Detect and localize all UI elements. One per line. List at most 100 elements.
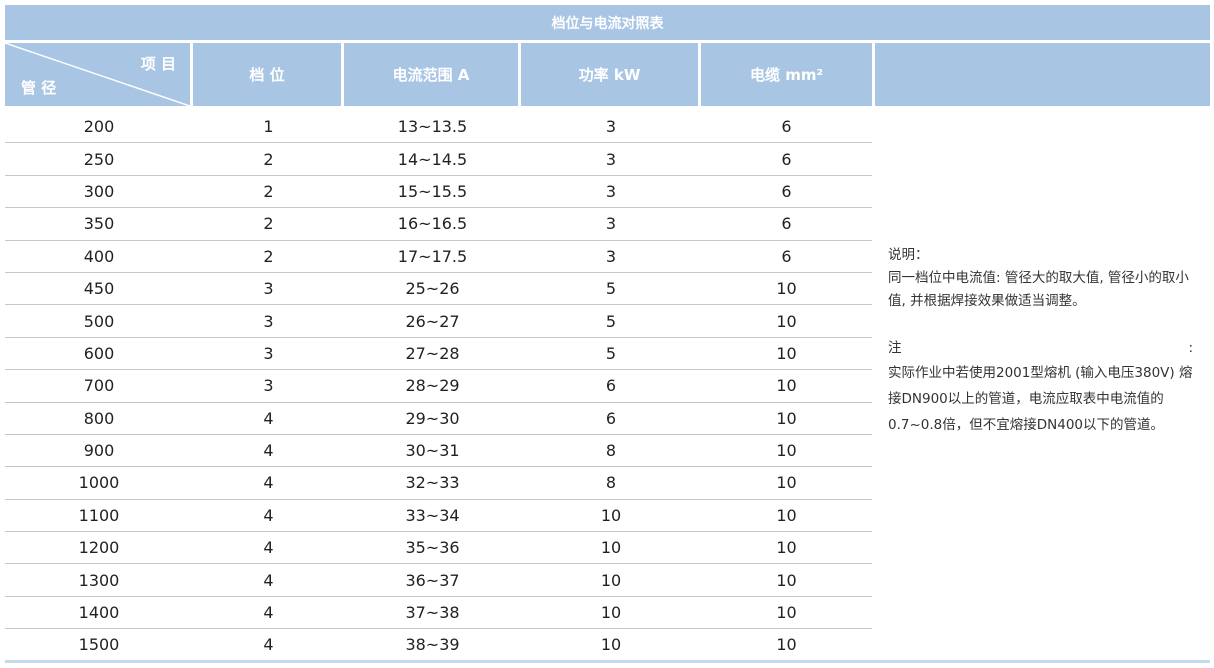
table-cell: 10	[776, 311, 797, 331]
table-cell: 26~27	[405, 311, 460, 331]
table-cell: 10	[776, 441, 797, 461]
table-body: 200 1 13~13.5 3 6 250 2 14~14.5 3 6 300 2 15~15.5 3 6 3…	[5, 111, 872, 662]
table-cell: 4	[263, 505, 274, 525]
table-cell: 600	[83, 343, 115, 363]
note-text: 实际作业中若使用2001型熔机 (输入电压380V) 熔接DN900以上的管道，…	[888, 365, 1193, 433]
table-row: 1200 4 35~36 10 10	[5, 532, 872, 565]
table-row: 500 3 26~27 5 10	[5, 305, 872, 338]
corner-header-diameter: 管 径	[21, 79, 57, 97]
table-cell: 250	[83, 149, 115, 169]
table-cell: 1300	[78, 570, 120, 590]
table-cell: 400	[83, 246, 115, 266]
table-cell: 10	[776, 570, 797, 590]
table-title: 档位与电流对照表	[5, 5, 1210, 40]
table-cell: 6	[605, 376, 617, 396]
table-cell: 2	[263, 149, 274, 169]
table-cell: 1000	[78, 473, 120, 493]
table-cell: 30~31	[405, 441, 460, 461]
table-cell: 4	[263, 441, 274, 461]
table-cell: 38~39	[405, 635, 460, 655]
diagonal-divider	[5, 43, 190, 106]
note-title: 注	[888, 340, 902, 356]
header-blank	[875, 43, 1210, 106]
table-cell: 3	[605, 246, 617, 266]
table-cell: 10	[776, 635, 797, 655]
corner-header-item: 项 目	[140, 55, 176, 73]
table-cell: 2	[263, 246, 274, 266]
header-cable: 电缆 mm²	[701, 43, 872, 106]
table-cell: 10	[776, 376, 797, 396]
table-cell: 6	[781, 214, 792, 234]
table-cell: 36~37	[405, 570, 460, 590]
table-cell: 10	[776, 538, 797, 558]
table-cell: 3	[605, 117, 617, 137]
table-cell: 3	[263, 343, 274, 363]
table-row: 800 4 29~30 6 10	[5, 403, 872, 435]
table-cell: 4	[263, 570, 274, 590]
header-power: 功率 kW	[521, 43, 698, 106]
table-cell: 2	[263, 214, 274, 234]
table-row: 1400 4 37~38 10 10	[5, 597, 872, 630]
table-cell: 5	[605, 311, 617, 331]
table-cell: 300	[83, 181, 115, 201]
table-cell: 5	[605, 279, 617, 299]
table-cell: 3	[263, 279, 274, 299]
table-cell: 10	[776, 603, 797, 623]
table-cell: 35~36	[405, 538, 460, 558]
bottom-border	[5, 660, 1210, 663]
table-cell: 10	[600, 538, 622, 558]
table-cell: 900	[83, 441, 115, 461]
table-cell: 5	[605, 343, 617, 363]
table-row: 1100 4 33~34 10 10	[5, 500, 872, 533]
table-row: 700 3 28~29 6 10	[5, 370, 872, 403]
table-cell: 1	[263, 117, 274, 137]
table-cell: 10	[600, 635, 622, 655]
table-row: 450 3 25~26 5 10	[5, 273, 872, 306]
header-gear: 档 位	[193, 43, 341, 106]
table-cell: 800	[83, 408, 115, 428]
table-cell: 350	[83, 214, 115, 234]
table-cell: 10	[776, 505, 797, 525]
table-cell: 17~17.5	[397, 246, 468, 266]
table-cell: 6	[781, 181, 792, 201]
table-cell: 4	[263, 473, 274, 493]
table-cell: 13~13.5	[397, 117, 468, 137]
table-cell: 33~34	[405, 505, 460, 525]
table-cell: 1400	[78, 603, 120, 623]
table-cell: 6	[781, 246, 792, 266]
table-cell: 25~26	[405, 279, 460, 299]
table-row: 200 1 13~13.5 3 6	[5, 111, 872, 144]
table-cell: 3	[605, 149, 617, 169]
table-cell: 4	[263, 408, 274, 428]
table-cell: 450	[83, 279, 115, 299]
table-cell: 10	[776, 408, 797, 428]
table-cell: 10	[776, 343, 797, 363]
table-cell: 8	[605, 441, 617, 461]
table-cell: 700	[83, 376, 115, 396]
header-current: 电流范围 A	[344, 43, 518, 106]
table-cell: 1500	[78, 635, 120, 655]
table-row: 1000 4 32~33 8 10	[5, 467, 872, 500]
table-cell: 3	[605, 214, 617, 234]
table-cell: 3	[263, 311, 274, 331]
table-row: 1500 4 38~39 10 10	[5, 629, 872, 662]
explain-title: 说明：	[888, 247, 929, 263]
table-row: 1300 4 36~37 10 10	[5, 564, 872, 597]
table-cell: 16~16.5	[397, 214, 468, 234]
table-cell: 10	[776, 473, 797, 493]
table-cell: 10	[600, 603, 622, 623]
table-cell: 500	[83, 311, 115, 331]
table-row: 600 3 27~28 5 10	[5, 338, 872, 371]
table-cell: 8	[605, 473, 617, 493]
corner-header: 项 目 管 径	[5, 43, 190, 106]
table-cell: 4	[263, 603, 274, 623]
table-cell: 10	[776, 279, 797, 299]
table-cell: 14~14.5	[397, 149, 468, 169]
table-cell: 15~15.5	[397, 181, 468, 201]
table-cell: 27~28	[405, 343, 460, 363]
table-cell: 2	[263, 181, 274, 201]
notes: 说明： 同一档位中电流值: 管径大的取大值, 管径小的取小值, 并根据焊接效果做…	[888, 244, 1193, 438]
table-cell: 200	[83, 117, 115, 137]
table-cell: 29~30	[405, 408, 460, 428]
table-cell: 28~29	[405, 376, 460, 396]
